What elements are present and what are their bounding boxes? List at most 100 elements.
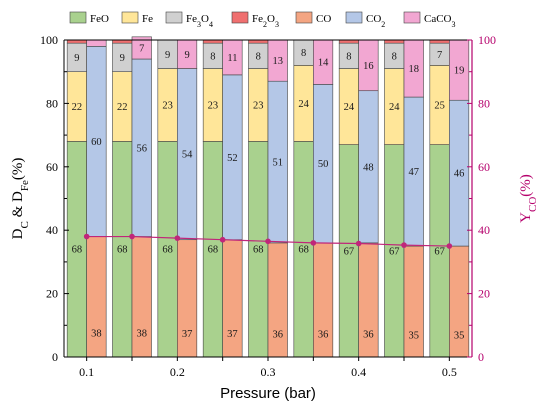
data-label-co2: 60 xyxy=(91,137,102,148)
yco-marker xyxy=(355,240,362,247)
yco-marker xyxy=(129,233,135,240)
data-label-fe: 23 xyxy=(208,100,219,111)
legend-swatch-fe3o4 xyxy=(165,11,183,24)
right-tick-label: 60 xyxy=(478,160,490,174)
data-label-co: 38 xyxy=(91,328,102,339)
data-label-fe: 24 xyxy=(344,102,355,113)
data-label-co2: 47 xyxy=(409,167,420,178)
data-label-co2: 52 xyxy=(227,153,238,164)
legend: FeO Fe Fe3O4 Fe2O3 CO CO2 CaCO3 xyxy=(64,8,472,34)
legend-label-caco3: CaCO3 xyxy=(424,13,456,29)
legend-label-feo: FeO xyxy=(90,13,109,25)
data-label-fe: 25 xyxy=(434,100,445,111)
x-tick-label: 0.5 xyxy=(442,365,457,379)
yco-marker xyxy=(83,233,90,240)
data-label-caco3: 14 xyxy=(318,58,329,69)
yco-marker xyxy=(219,236,226,243)
data-label-co: 37 xyxy=(182,329,193,340)
right-tick-label: 20 xyxy=(478,287,490,301)
left-tick-label: 0 xyxy=(52,350,58,364)
data-label-caco3: 18 xyxy=(409,64,420,75)
data-label-fe: 23 xyxy=(253,100,264,111)
data-label-caco3: 13 xyxy=(273,56,284,67)
yco-marker xyxy=(310,240,317,246)
left-tick-label: 60 xyxy=(46,160,58,174)
bar-caco3 xyxy=(131,36,152,60)
data-label-co2: 51 xyxy=(273,158,284,169)
data-label-feo: 68 xyxy=(72,245,83,256)
legend-label-co2: CO2 xyxy=(366,13,385,29)
data-label-feo: 68 xyxy=(162,245,173,256)
data-label-co: 36 xyxy=(363,330,374,341)
data-label-fe: 23 xyxy=(162,100,173,111)
bars-layer xyxy=(66,36,470,358)
left-tick-label: 80 xyxy=(46,96,58,110)
data-label-caco3: 7 xyxy=(139,43,144,54)
x-axis-title: Pressure (bar) xyxy=(220,385,316,402)
legend-swatch-feo xyxy=(69,11,87,24)
data-labels-layer: 68 22 9 38 60 68 22 9 38 56 7 68 23 9 37 54 9 68 23 8 37 52 11… xyxy=(72,43,465,341)
right-tick-label: 100 xyxy=(478,33,496,47)
left-tick-label: 100 xyxy=(40,33,58,47)
data-label-fe3o4: 7 xyxy=(437,50,442,61)
x-tick-label: 0.2 xyxy=(170,365,185,379)
right-tick-label: 0 xyxy=(478,350,484,364)
data-label-co2: 54 xyxy=(182,150,193,161)
data-label-fe: 24 xyxy=(389,102,400,113)
data-label-co: 38 xyxy=(137,328,148,339)
data-label-fe3o4: 8 xyxy=(210,51,215,62)
data-label-fe3o4: 8 xyxy=(301,48,306,59)
legend-label-fe: Fe xyxy=(142,13,153,25)
data-label-feo: 68 xyxy=(253,245,264,256)
data-label-feo: 67 xyxy=(389,246,400,257)
data-label-co: 36 xyxy=(318,330,329,341)
data-label-fe: 22 xyxy=(72,102,83,113)
yco-marker xyxy=(401,242,407,248)
data-label-co: 37 xyxy=(227,329,238,340)
legend-swatch-fe xyxy=(121,11,139,24)
data-label-co2: 46 xyxy=(454,169,465,180)
data-label-feo: 67 xyxy=(434,246,445,257)
legend-swatch-co xyxy=(295,11,313,24)
data-label-co: 36 xyxy=(273,330,284,341)
data-label-co2: 50 xyxy=(318,159,329,170)
yco-marker xyxy=(265,238,271,245)
data-label-co2: 56 xyxy=(137,143,148,154)
axes-layer: 0 20 40 60 80 100 0 20 40 60 80 100 0.1 0.2 0.3 0.4 0.5 P… xyxy=(10,33,539,402)
data-label-co2: 48 xyxy=(363,162,374,173)
data-label-fe3o4: 8 xyxy=(392,51,397,62)
data-label-fe3o4: 8 xyxy=(346,51,351,62)
data-label-feo: 68 xyxy=(208,245,219,256)
x-tick-label: 0.4 xyxy=(351,365,366,379)
data-label-fe: 24 xyxy=(298,99,309,110)
legend-swatch-caco3 xyxy=(403,11,421,24)
right-tick-label: 40 xyxy=(478,223,490,237)
data-label-co: 35 xyxy=(409,330,420,341)
right-axis-title: YCO(%) xyxy=(518,174,539,223)
bar-caco3 xyxy=(86,39,107,47)
data-label-fe3o4: 9 xyxy=(120,53,125,64)
data-label-co: 35 xyxy=(454,330,465,341)
data-label-caco3: 16 xyxy=(363,61,374,72)
data-label-feo: 68 xyxy=(298,245,309,256)
left-axis-title: DC & DFe(%) xyxy=(10,158,31,240)
yco-marker xyxy=(446,243,453,249)
x-tick-label: 0.3 xyxy=(261,365,276,379)
data-label-fe3o4: 8 xyxy=(256,51,261,62)
data-label-feo: 67 xyxy=(344,246,355,257)
data-label-caco3: 19 xyxy=(454,66,465,77)
yco-marker xyxy=(174,235,181,241)
legend-label-fe3o4: Fe3O4 xyxy=(186,13,213,29)
data-label-fe3o4: 9 xyxy=(74,53,79,64)
data-label-fe3o4: 9 xyxy=(165,50,170,61)
legend-swatch-fe2o3 xyxy=(231,11,249,24)
data-label-caco3: 9 xyxy=(184,50,189,61)
x-tick-label: 0.1 xyxy=(79,365,94,379)
data-label-fe: 22 xyxy=(117,102,128,113)
left-tick-label: 20 xyxy=(46,287,58,301)
data-label-caco3: 11 xyxy=(227,53,237,64)
legend-label-co: CO xyxy=(316,13,331,25)
legend-label-fe2o3: Fe2O3 xyxy=(252,13,279,29)
right-tick-label: 80 xyxy=(478,96,490,110)
